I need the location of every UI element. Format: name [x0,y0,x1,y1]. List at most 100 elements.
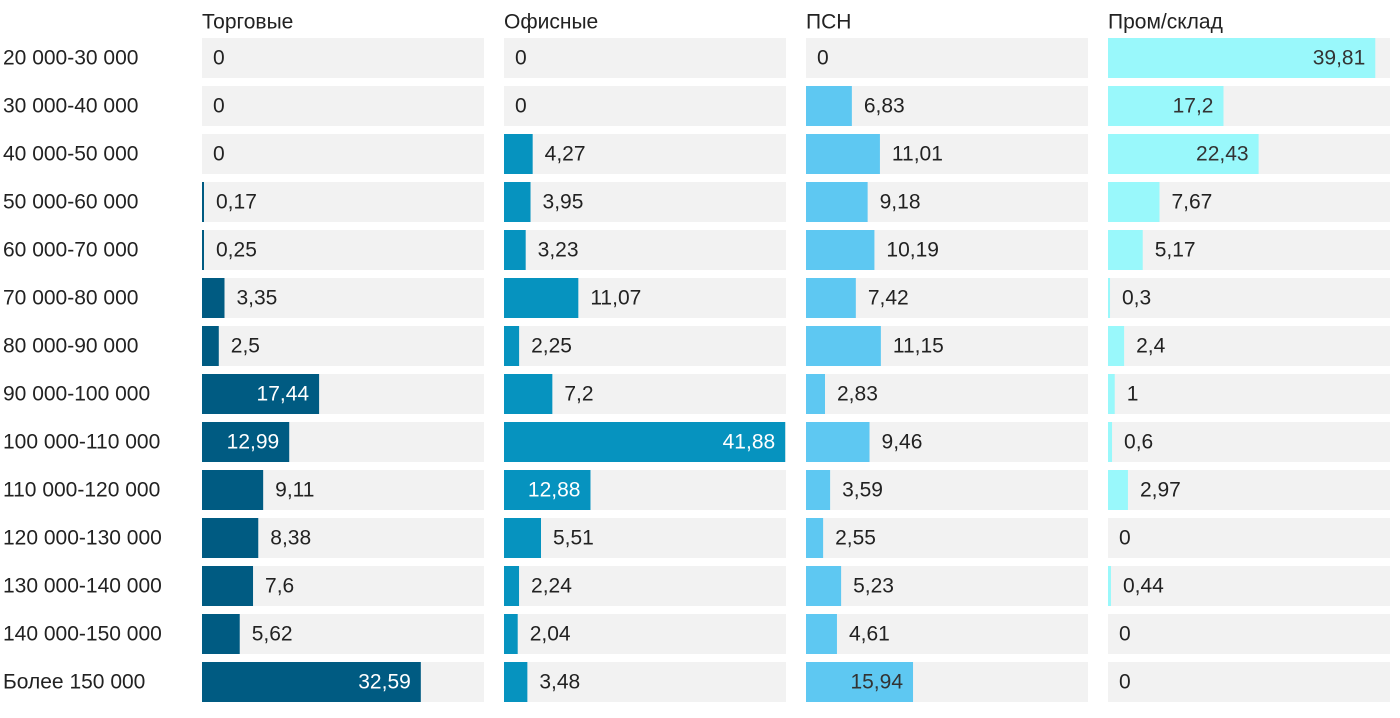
series-3-bar [806,182,868,222]
series-4-track [1108,374,1390,414]
series-2-value-label: 11,07 [590,287,641,310]
series-1-track [202,86,484,126]
series-3-value-label: 2,55 [835,527,876,550]
series-1-bar [202,182,204,222]
series-4-value-label: 7,67 [1171,191,1212,214]
series-3-bar [806,614,837,654]
series-2-bar [504,134,533,174]
series-2-value-label: 12,88 [528,479,581,502]
series-4-value-label: 39,81 [1313,47,1366,70]
series-4-track [1108,662,1390,702]
category-label: 70 000-80 000 [3,287,138,310]
series-2-bar [504,422,786,462]
series-4-value-label: 0 [1119,527,1131,550]
series-3-bar [806,134,880,174]
series-4-track [1108,614,1390,654]
category-label: 130 000-140 000 [3,575,162,598]
series-2-track [504,86,786,126]
category-label: 100 000-110 000 [3,431,160,454]
series-1-value-label: 0,17 [216,191,257,214]
series-2-value-label: 5,51 [553,527,594,550]
series-4-value-label: 0,44 [1123,575,1164,598]
series-3-value-label: 11,15 [893,335,944,358]
series-4-bar [1108,422,1113,462]
series-3-value-label: 7,42 [868,287,909,310]
series-1-value-label: 0 [213,143,225,166]
series-4-bar [1108,134,1259,174]
series-1-value-label: 0,25 [216,239,257,262]
series-1-bar [202,518,259,558]
series-2-value-label: 3,23 [538,239,579,262]
series-4-track [1108,470,1390,510]
series-4-track [1108,230,1390,270]
series-1-bar [202,326,219,366]
series-2-track [504,518,786,558]
series-3-value-label: 3,59 [842,479,883,502]
series-2-bar [504,278,579,318]
category-label: 80 000-90 000 [3,335,138,358]
series-3-bar [806,566,842,606]
series-4-header: Пром/склад [1108,11,1223,34]
series-1-bar [202,566,254,606]
series-3-value-label: 4,61 [849,623,890,646]
series-4-bar [1108,86,1224,126]
series-4-value-label: 0 [1119,671,1131,694]
series-4-value-label: 2,97 [1140,479,1181,502]
series-1-value-label: 5,62 [252,623,293,646]
series-3-value-label: 11,01 [892,143,943,166]
category-label: 60 000-70 000 [3,239,138,262]
series-2-value-label: 0 [515,47,527,70]
series-3-bar [806,662,914,702]
series-2-bar [504,518,541,558]
series-3-value-label: 0 [817,47,829,70]
series-1-bar [202,662,421,702]
series-2-value-label: 41,88 [723,431,776,454]
series-2-value-label: 3,95 [543,191,584,214]
series-3-bar [806,374,826,414]
series-1-value-label: 9,11 [275,479,314,502]
series-4-track [1108,518,1390,558]
series-3-bar [806,470,831,510]
series-1-bar [202,614,240,654]
series-2-value-label: 4,27 [545,143,586,166]
series-3-track [806,470,1088,510]
category-label: 140 000-150 000 [3,623,162,646]
category-label: 30 000-40 000 [3,95,138,118]
series-3-bar [806,422,870,462]
series-2-header: Офисные [504,11,598,34]
series-4-bar [1108,374,1115,414]
series-2-value-label: 2,24 [531,575,572,598]
series-2-track [504,230,786,270]
series-4-bar [1108,182,1160,222]
series-1-track [202,38,484,78]
series-2-track [504,662,786,702]
series-1-value-label: 0 [213,95,225,118]
series-2-value-label: 2,25 [531,335,572,358]
series-1-bar [202,230,204,270]
series-1-value-label: 0 [213,47,225,70]
series-1-bar [202,470,264,510]
series-3-track [806,86,1088,126]
series-3-track [806,518,1088,558]
series-3-value-label: 10,19 [886,239,939,262]
series-2-value-label: 2,04 [530,623,571,646]
series-2-track [504,38,786,78]
series-4-value-label: 0,3 [1122,287,1151,310]
series-2-track [504,614,786,654]
series-1-header: Торговые [202,11,293,34]
series-4-track [1108,422,1390,462]
series-2-bar [504,182,531,222]
series-1-track [202,326,484,366]
series-1-value-label: 8,38 [270,527,311,550]
series-4-bar [1108,566,1111,606]
series-3-bar [806,326,881,366]
series-4-track [1108,326,1390,366]
series-4-value-label: 17,2 [1173,95,1214,118]
series-2-bar [504,662,528,702]
category-label: 110 000-120 000 [3,479,160,502]
series-1-track [202,182,484,222]
series-1-track [202,614,484,654]
series-2-track [504,182,786,222]
series-1-value-label: 3,35 [236,287,277,310]
category-label: 40 000-50 000 [3,143,138,166]
